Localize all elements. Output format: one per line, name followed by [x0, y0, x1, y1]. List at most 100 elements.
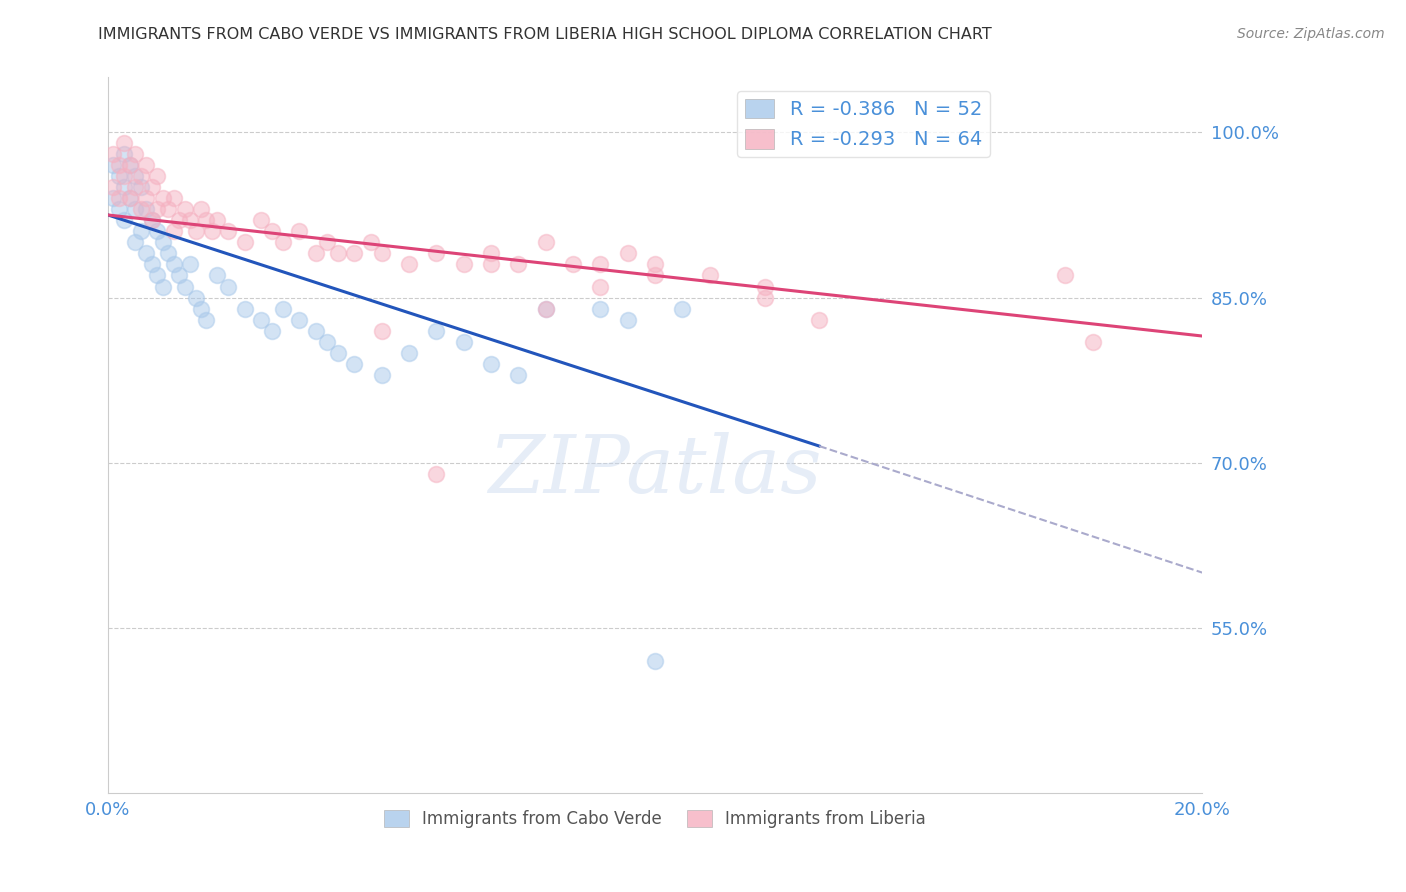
Point [616, 312, 638, 326]
Point [190, 301, 212, 316]
Point [141, 180, 163, 194]
Point [534, 235, 557, 250]
Point [217, 279, 239, 293]
Point [370, 246, 392, 260]
Point [141, 213, 163, 227]
Point [453, 258, 475, 272]
Point [118, 159, 141, 173]
Point [108, 202, 131, 217]
Point [129, 225, 152, 239]
Point [112, 213, 135, 227]
Point [135, 192, 157, 206]
Point [129, 169, 152, 184]
Point [141, 258, 163, 272]
Point [173, 202, 195, 217]
Point [262, 324, 284, 338]
Point [146, 202, 169, 217]
Point [343, 246, 366, 260]
Point [754, 279, 776, 293]
Point [398, 258, 420, 272]
Point [167, 213, 190, 227]
Point [124, 147, 146, 161]
Point [1081, 334, 1104, 349]
Point [699, 268, 721, 283]
Point [135, 246, 157, 260]
Legend: Immigrants from Cabo Verde, Immigrants from Liberia: Immigrants from Cabo Verde, Immigrants f… [377, 803, 932, 834]
Point [425, 246, 447, 260]
Point [217, 225, 239, 239]
Point [152, 235, 174, 250]
Point [808, 312, 831, 326]
Point [262, 225, 284, 239]
Point [184, 225, 207, 239]
Point [271, 235, 294, 250]
Point [118, 192, 141, 206]
Point [326, 345, 349, 359]
Point [162, 192, 184, 206]
Point [589, 301, 612, 316]
Point [135, 159, 157, 173]
Point [124, 169, 146, 184]
Point [207, 268, 229, 283]
Point [754, 291, 776, 305]
Point [398, 345, 420, 359]
Point [479, 357, 502, 371]
Point [184, 291, 207, 305]
Point [108, 169, 131, 184]
Point [425, 324, 447, 338]
Point [146, 225, 169, 239]
Point [179, 258, 201, 272]
Point [250, 312, 273, 326]
Point [152, 279, 174, 293]
Point [108, 159, 131, 173]
Point [195, 312, 218, 326]
Text: IMMIGRANTS FROM CABO VERDE VS IMMIGRANTS FROM LIBERIA HIGH SCHOOL DIPLOMA CORREL: IMMIGRANTS FROM CABO VERDE VS IMMIGRANTS… [98, 27, 993, 42]
Point [146, 169, 169, 184]
Point [112, 180, 135, 194]
Point [201, 225, 224, 239]
Point [453, 334, 475, 349]
Point [157, 202, 180, 217]
Point [644, 654, 666, 668]
Point [315, 235, 337, 250]
Point [508, 368, 530, 382]
Point [644, 258, 666, 272]
Point [370, 368, 392, 382]
Point [124, 202, 146, 217]
Point [167, 268, 190, 283]
Point [233, 301, 256, 316]
Point [195, 213, 218, 227]
Point [562, 258, 585, 272]
Point [118, 192, 141, 206]
Text: Source: ZipAtlas.com: Source: ZipAtlas.com [1237, 27, 1385, 41]
Point [152, 192, 174, 206]
Point [305, 246, 328, 260]
Point [534, 301, 557, 316]
Point [508, 258, 530, 272]
Point [360, 235, 382, 250]
Point [671, 301, 693, 316]
Point [141, 213, 163, 227]
Point [103, 159, 125, 173]
Point [250, 213, 273, 227]
Point [108, 192, 131, 206]
Point [644, 268, 666, 283]
Point [589, 258, 612, 272]
Point [190, 202, 212, 217]
Point [124, 180, 146, 194]
Point [103, 180, 125, 194]
Point [479, 258, 502, 272]
Point [534, 301, 557, 316]
Point [343, 357, 366, 371]
Point [305, 324, 328, 338]
Point [173, 279, 195, 293]
Point [1054, 268, 1077, 283]
Point [146, 268, 169, 283]
Point [616, 246, 638, 260]
Point [129, 180, 152, 194]
Point [162, 225, 184, 239]
Point [207, 213, 229, 227]
Point [315, 334, 337, 349]
Point [112, 136, 135, 151]
Point [370, 324, 392, 338]
